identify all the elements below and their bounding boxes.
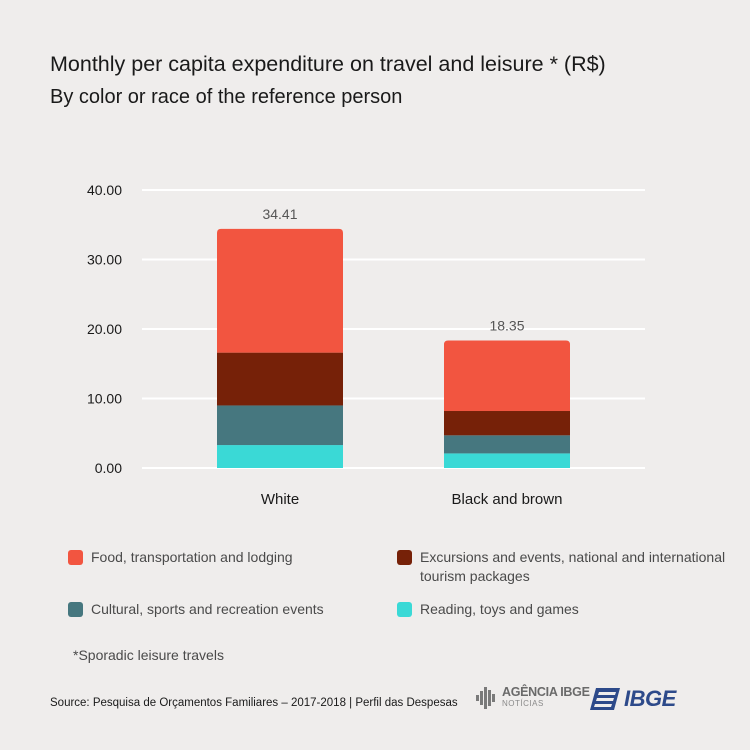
y-tick-label: 10.00 bbox=[87, 391, 122, 407]
legend-swatch-food bbox=[68, 550, 83, 565]
bar-segment bbox=[444, 453, 570, 468]
bar-segment bbox=[444, 340, 570, 412]
chart-title: Monthly per capita expenditure on travel… bbox=[50, 52, 606, 76]
stacked-bar-chart: 0.00 10.00 20.00 30.00 40.00 34.41 White 18.35 B… bbox=[87, 182, 645, 508]
agencia-logo-subtext: NOTÍCIAS bbox=[502, 699, 544, 708]
bar-total-label: 34.41 bbox=[262, 206, 297, 222]
legend-swatch-reading bbox=[397, 602, 412, 617]
agencia-ibge-icon bbox=[476, 687, 495, 709]
y-tick-label: 0.00 bbox=[95, 460, 122, 476]
source-text: Source: Pesquisa de Orçamentos Familiare… bbox=[50, 697, 458, 709]
footnote: *Sporadic leisure travels bbox=[73, 647, 224, 663]
legend-item-food: Food, transportation and lodging bbox=[68, 548, 293, 567]
y-tick-label: 30.00 bbox=[87, 252, 122, 268]
legend-swatch-cultural bbox=[68, 602, 83, 617]
legend-item-reading: Reading, toys and games bbox=[397, 600, 579, 619]
legend-label-reading: Reading, toys and games bbox=[420, 601, 579, 617]
agencia-ibge-logo: AGÊNCIA IBGE NOTÍCIAS bbox=[476, 686, 590, 710]
ibge-logo-text: IBGE bbox=[624, 686, 676, 711]
y-tick-label: 40.00 bbox=[87, 182, 122, 198]
ibge-logo: IBGE bbox=[590, 686, 676, 712]
legend-label-food: Food, transportation and lodging bbox=[91, 549, 293, 565]
bar-segment bbox=[217, 352, 343, 406]
ibge-logo-icon bbox=[590, 688, 620, 710]
bar-segment bbox=[444, 435, 570, 454]
x-category-label: White bbox=[261, 491, 299, 508]
bar-segment bbox=[217, 228, 343, 353]
agencia-logo-text: AGÊNCIA IBGE bbox=[502, 685, 590, 699]
legend-item-excursions: Excursions and events, national and inte… bbox=[397, 548, 737, 586]
legend-swatch-excursions bbox=[397, 550, 412, 565]
legend-label-excursions: Excursions and events, national and inte… bbox=[420, 549, 726, 584]
y-tick-label: 20.00 bbox=[87, 321, 122, 337]
chart-subtitle: By color or race of the reference person bbox=[50, 86, 403, 108]
bar-segment bbox=[444, 411, 570, 436]
x-category-label: Black and brown bbox=[452, 491, 563, 508]
bar-total-label: 18.35 bbox=[489, 317, 524, 333]
bar-segment bbox=[217, 445, 343, 468]
legend-item-cultural: Cultural, sports and recreation events bbox=[68, 600, 324, 619]
legend-label-cultural: Cultural, sports and recreation events bbox=[91, 601, 324, 617]
bar-segment bbox=[217, 405, 343, 446]
